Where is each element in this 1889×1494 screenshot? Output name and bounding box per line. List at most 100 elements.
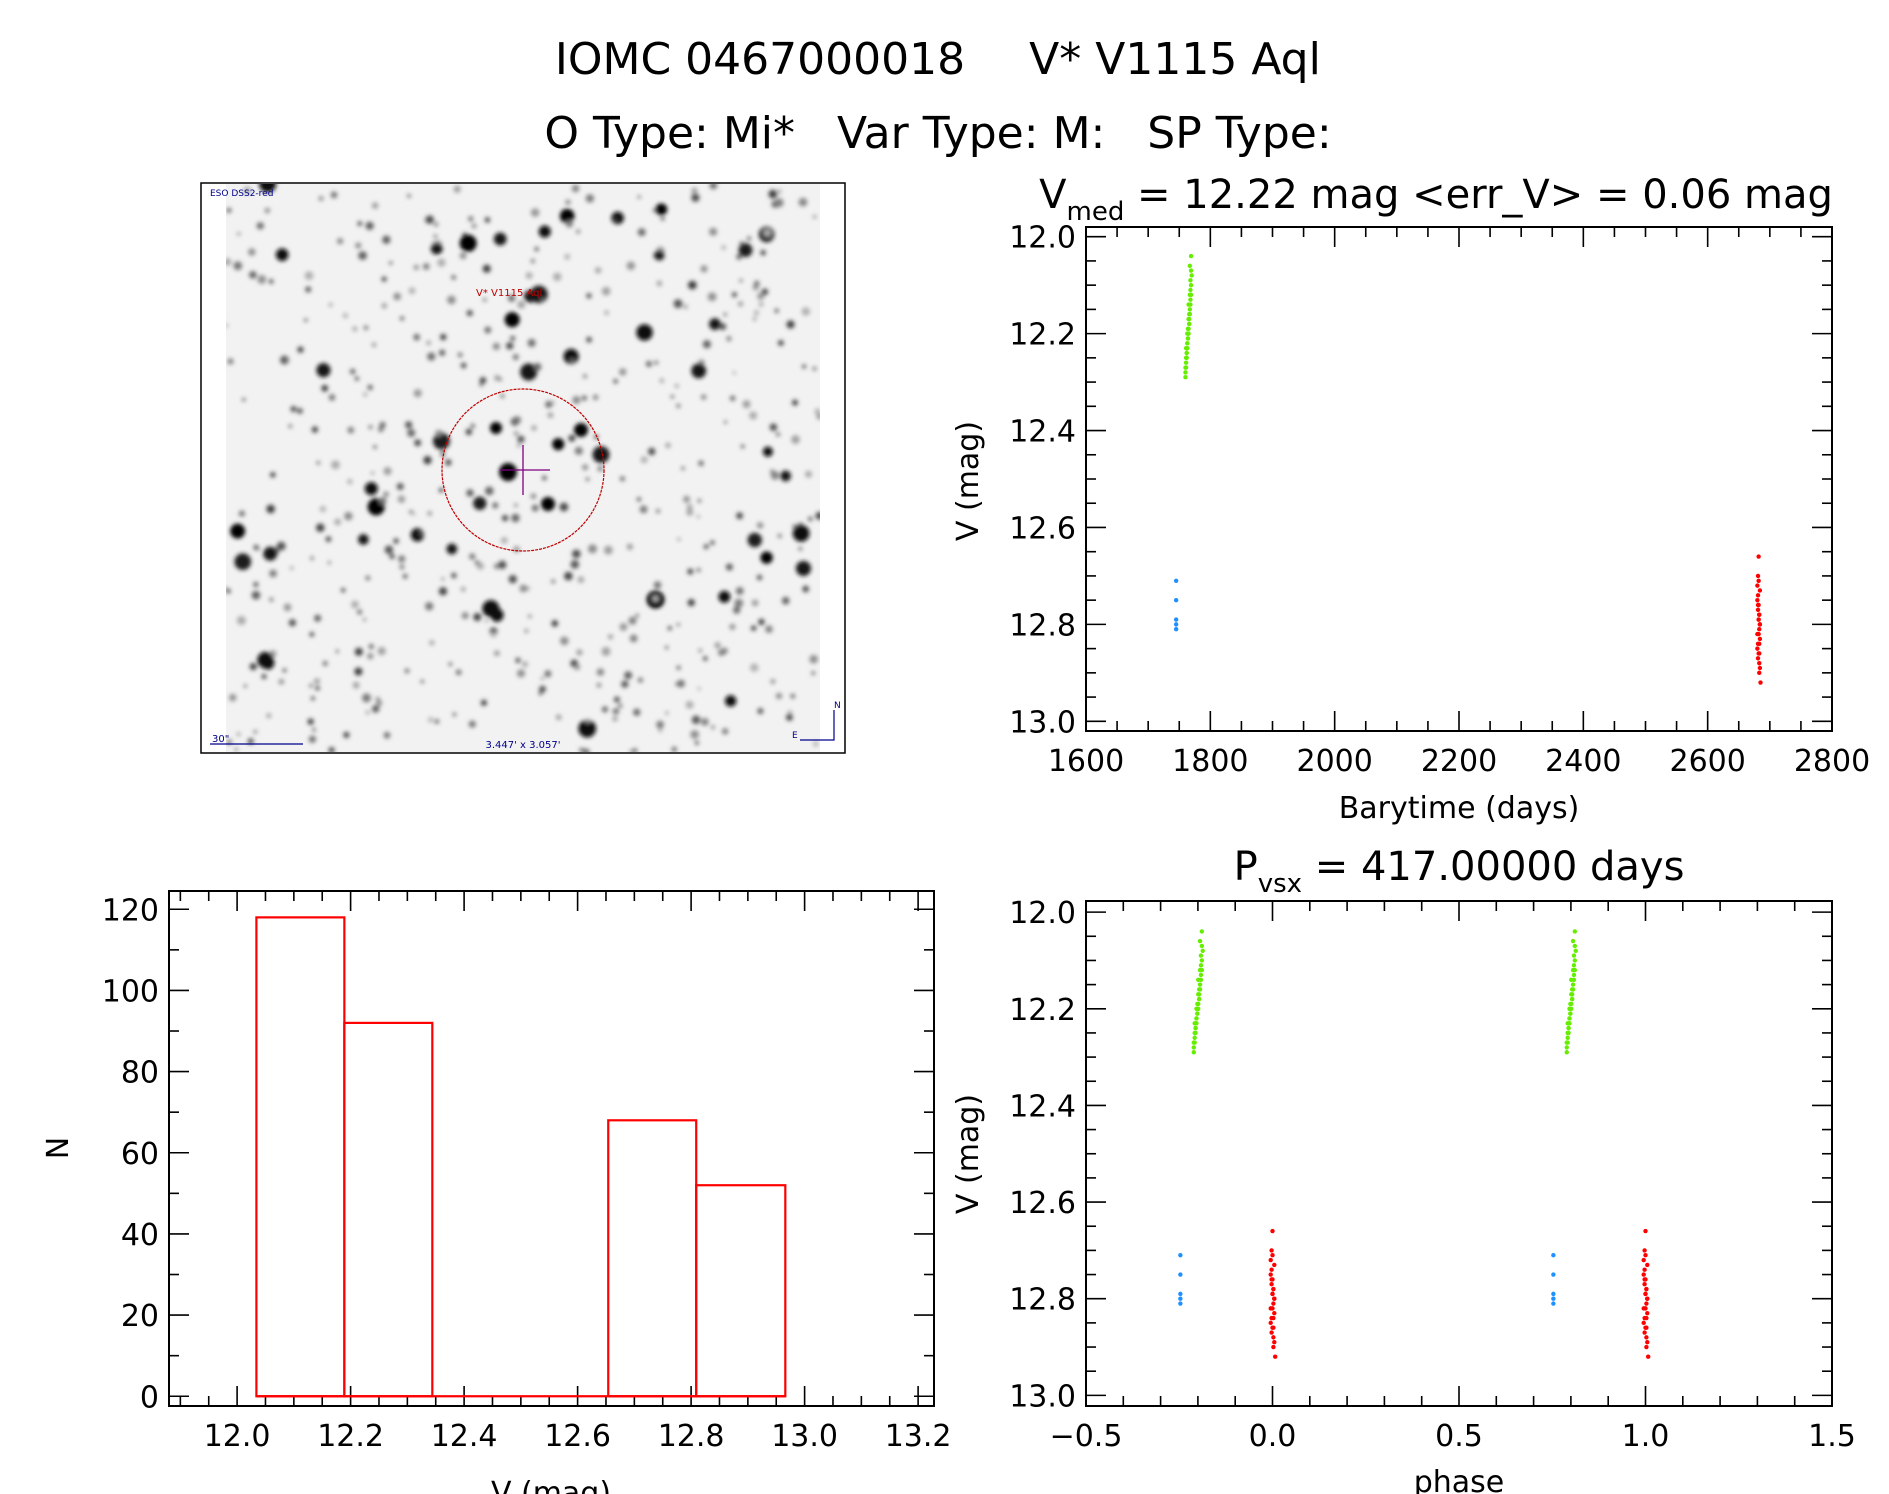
star [676, 403, 681, 409]
star [230, 523, 246, 539]
data-point-red [1755, 607, 1761, 613]
star [586, 336, 592, 343]
star [808, 516, 813, 522]
star [490, 422, 502, 434]
phased-point-red [1642, 1277, 1647, 1282]
star [471, 223, 477, 229]
star [389, 553, 395, 560]
star [792, 399, 798, 406]
star [691, 187, 698, 194]
histogram-x-tick-label: 12.6 [544, 1419, 611, 1454]
star [718, 590, 731, 603]
star [319, 505, 327, 513]
star [433, 432, 450, 450]
star [242, 397, 246, 402]
star [312, 728, 316, 732]
target-circle [441, 388, 605, 552]
histogram-xlabel: V (mag) [491, 1476, 611, 1494]
phased-point-green [1572, 943, 1578, 949]
phased-point-green [1565, 1021, 1570, 1026]
star [683, 304, 688, 309]
star [389, 261, 393, 265]
star [343, 731, 350, 739]
star [482, 600, 500, 618]
star [585, 477, 590, 481]
star [770, 471, 780, 480]
star [674, 383, 679, 388]
phased-point-green [1569, 996, 1575, 1002]
star [268, 279, 274, 284]
star [736, 512, 743, 520]
star [691, 363, 707, 379]
star [422, 263, 430, 270]
star [628, 616, 637, 625]
star [405, 421, 413, 429]
star [719, 323, 727, 331]
phased-point-red [1270, 1306, 1275, 1311]
data-point-blue [1173, 597, 1179, 603]
star [709, 318, 721, 330]
star [664, 645, 669, 650]
star [492, 502, 499, 509]
phased-point-green [1568, 1001, 1573, 1007]
star [658, 728, 662, 733]
phased-point-blue [1178, 1291, 1183, 1297]
star [753, 310, 760, 316]
lightcurve-y-tick-label: 12.4 [1009, 415, 1076, 450]
data-point-green [1183, 375, 1188, 380]
star [420, 679, 425, 684]
star [479, 377, 487, 384]
star [451, 275, 456, 280]
star [227, 358, 234, 365]
star [812, 214, 817, 219]
star [498, 560, 507, 569]
star [484, 326, 492, 334]
star [493, 232, 507, 246]
star [698, 648, 703, 653]
star [434, 719, 440, 724]
star [352, 326, 358, 332]
star [676, 623, 680, 627]
star [433, 221, 439, 227]
star [425, 215, 434, 224]
star [675, 682, 679, 686]
phased-point-red [1645, 1340, 1650, 1345]
star [811, 671, 816, 675]
star [570, 358, 575, 363]
star [482, 297, 487, 302]
star [539, 685, 546, 693]
star [440, 333, 447, 341]
star [790, 693, 796, 699]
star [367, 652, 374, 660]
star [289, 566, 294, 570]
data-point-red [1756, 578, 1761, 583]
star [373, 445, 377, 449]
phased-point-blue [1178, 1253, 1183, 1258]
data-point-red [1755, 646, 1760, 651]
phased-point-red [1270, 1228, 1275, 1234]
phased-point-blue [1551, 1272, 1556, 1277]
star [243, 186, 252, 195]
phased-point-blue [1178, 1301, 1183, 1306]
phased-point-green [1565, 1030, 1570, 1036]
phased-point-green [1198, 972, 1204, 978]
star [383, 731, 391, 739]
star [371, 705, 380, 713]
star [384, 545, 394, 555]
compass-icon [800, 710, 835, 741]
star [614, 218, 618, 223]
star [637, 677, 644, 683]
star [798, 546, 803, 551]
data-point-green [1187, 263, 1193, 268]
star [407, 194, 411, 198]
data-point-green [1188, 253, 1194, 259]
data-point-red [1756, 554, 1761, 559]
star [466, 310, 473, 317]
star [749, 411, 758, 420]
phased-point-blue [1178, 1272, 1183, 1277]
star [397, 495, 406, 503]
star [531, 425, 537, 431]
star [534, 246, 539, 252]
star [637, 228, 646, 237]
star [525, 272, 533, 279]
